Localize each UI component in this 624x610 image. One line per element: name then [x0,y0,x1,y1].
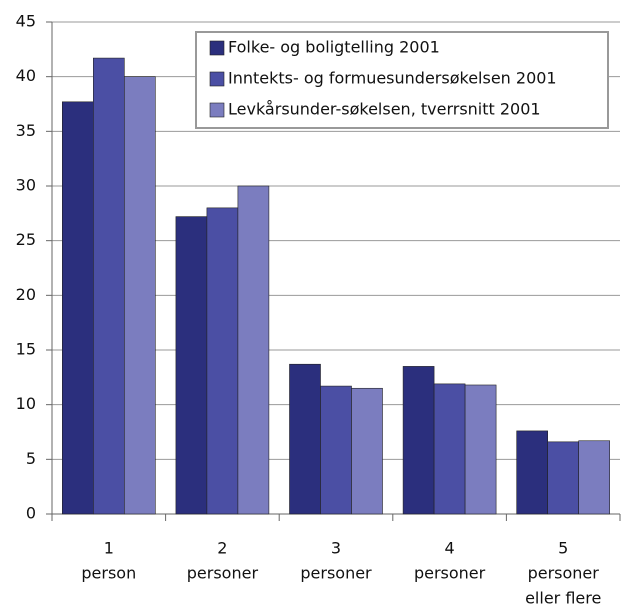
y-tick-label: 40 [16,66,36,85]
y-tick-label: 30 [16,176,36,195]
bar [61,101,94,515]
x-tick-label: 3 [331,539,341,558]
legend-label: Folke- og boligtelling 2001 [228,38,440,57]
x-tick-label: personer [300,564,372,583]
bar [289,363,321,515]
bar [351,387,383,515]
legend-label: Levkårsunder-søkelsen, tverrsnitt 2001 [228,100,541,119]
legend-swatch [209,40,225,56]
bar [124,76,156,515]
y-tick-label: 15 [16,340,36,359]
bar [516,430,549,515]
x-tick-label: 5 [558,539,568,558]
y-tick-label: 5 [26,449,36,468]
bar [433,383,466,515]
y-tick-label: 0 [26,504,36,523]
x-tick-label: personer [414,564,486,583]
x-tick-label: 2 [217,539,227,558]
bar [402,366,435,515]
y-tick-label: 35 [16,121,36,140]
legend-swatch [209,102,225,118]
bar [320,385,352,515]
y-tick-label: 45 [16,12,36,31]
bar [237,185,270,515]
legend-swatch [209,71,225,87]
x-tick-label: 1 [104,539,114,558]
x-tick-label: 4 [445,539,455,558]
bar [547,441,580,515]
bar [464,384,497,515]
x-tick-label: personer [187,564,259,583]
y-tick-label: 25 [16,230,36,249]
legend-label: Inntekts- og formuesundersøkelsen 2001 [228,69,557,88]
bar [578,440,611,515]
y-tick-label: 20 [16,285,36,304]
legend-box [195,31,609,129]
x-tick-label: personer [528,564,600,583]
x-tick-label: person [81,564,136,583]
bar [206,207,239,515]
y-tick-label: 10 [16,394,36,413]
bar [93,57,125,515]
bar [175,216,208,515]
x-tick-label: eller flere [525,589,601,608]
